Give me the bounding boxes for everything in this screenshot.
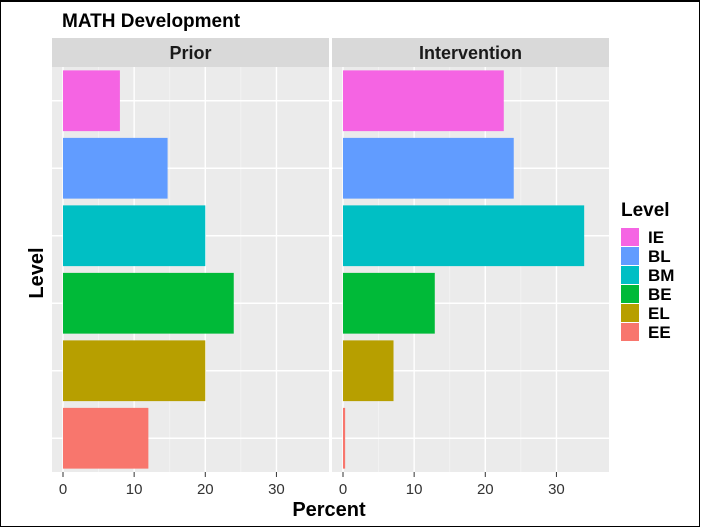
- bar-intervention-el: [343, 340, 394, 402]
- x-tick-label: 10: [406, 481, 423, 498]
- bar-intervention-be: [343, 272, 435, 334]
- legend-swatch-bm: [621, 266, 639, 284]
- panel-background-prior: [52, 67, 329, 472]
- bar-prior-ie: [63, 70, 120, 132]
- legend-swatch-el: [621, 304, 639, 322]
- bar-prior-be: [63, 272, 234, 334]
- bar-intervention-ee: [343, 407, 346, 469]
- x-tick-label: 30: [548, 481, 565, 498]
- x-tick-label: 30: [268, 481, 285, 498]
- legend-label-ie: IE: [648, 228, 664, 247]
- x-tick-label: 0: [59, 481, 67, 498]
- y-axis-title: Level: [26, 247, 48, 298]
- bar-prior-el: [63, 340, 206, 402]
- panel-intervention: Intervention 0 10 20 30: [332, 38, 609, 498]
- legend-label-be: BE: [648, 285, 672, 304]
- bar-prior-ee: [63, 407, 149, 469]
- legend-label-ee: EE: [648, 323, 671, 342]
- panel-background-intervention: [332, 67, 609, 472]
- bar-intervention-bl: [343, 137, 514, 199]
- legend-swatch-ie: [621, 228, 639, 246]
- x-axis-prior: 0 10 20 30: [59, 472, 285, 498]
- gridlines-intervention: [332, 67, 609, 472]
- x-tick-label: 10: [126, 481, 143, 498]
- legend-label-bl: BL: [648, 247, 671, 266]
- legend-swatch-bl: [621, 247, 639, 265]
- bar-prior-bl: [63, 137, 168, 199]
- legend-label-el: EL: [648, 304, 670, 323]
- x-tick-label: 20: [477, 481, 494, 498]
- legend-swatch-ee: [621, 323, 639, 341]
- x-tick-label: 0: [339, 481, 347, 498]
- x-axis-intervention: 0 10 20 30: [339, 472, 565, 498]
- bar-intervention-bm: [343, 205, 585, 267]
- panel-strip-prior: [52, 38, 329, 67]
- x-tick-label: 20: [197, 481, 214, 498]
- x-axis-title: Percent: [292, 499, 366, 521]
- chart-title: MATH Development: [62, 11, 241, 32]
- bar-intervention-ie: [343, 70, 504, 132]
- panel-label-intervention: Intervention: [419, 43, 522, 63]
- panel-prior: Prior 0 10 20 30: [52, 38, 329, 498]
- legend-label-bm: BM: [648, 266, 674, 285]
- panel-label-prior: Prior: [169, 43, 211, 63]
- panel-strip-intervention: [332, 38, 609, 67]
- bars-prior: [63, 70, 234, 469]
- legend-swatch-be: [621, 285, 639, 303]
- bar-prior-bm: [63, 205, 206, 267]
- legend-title: Level: [621, 200, 670, 221]
- bars-intervention: [343, 70, 585, 469]
